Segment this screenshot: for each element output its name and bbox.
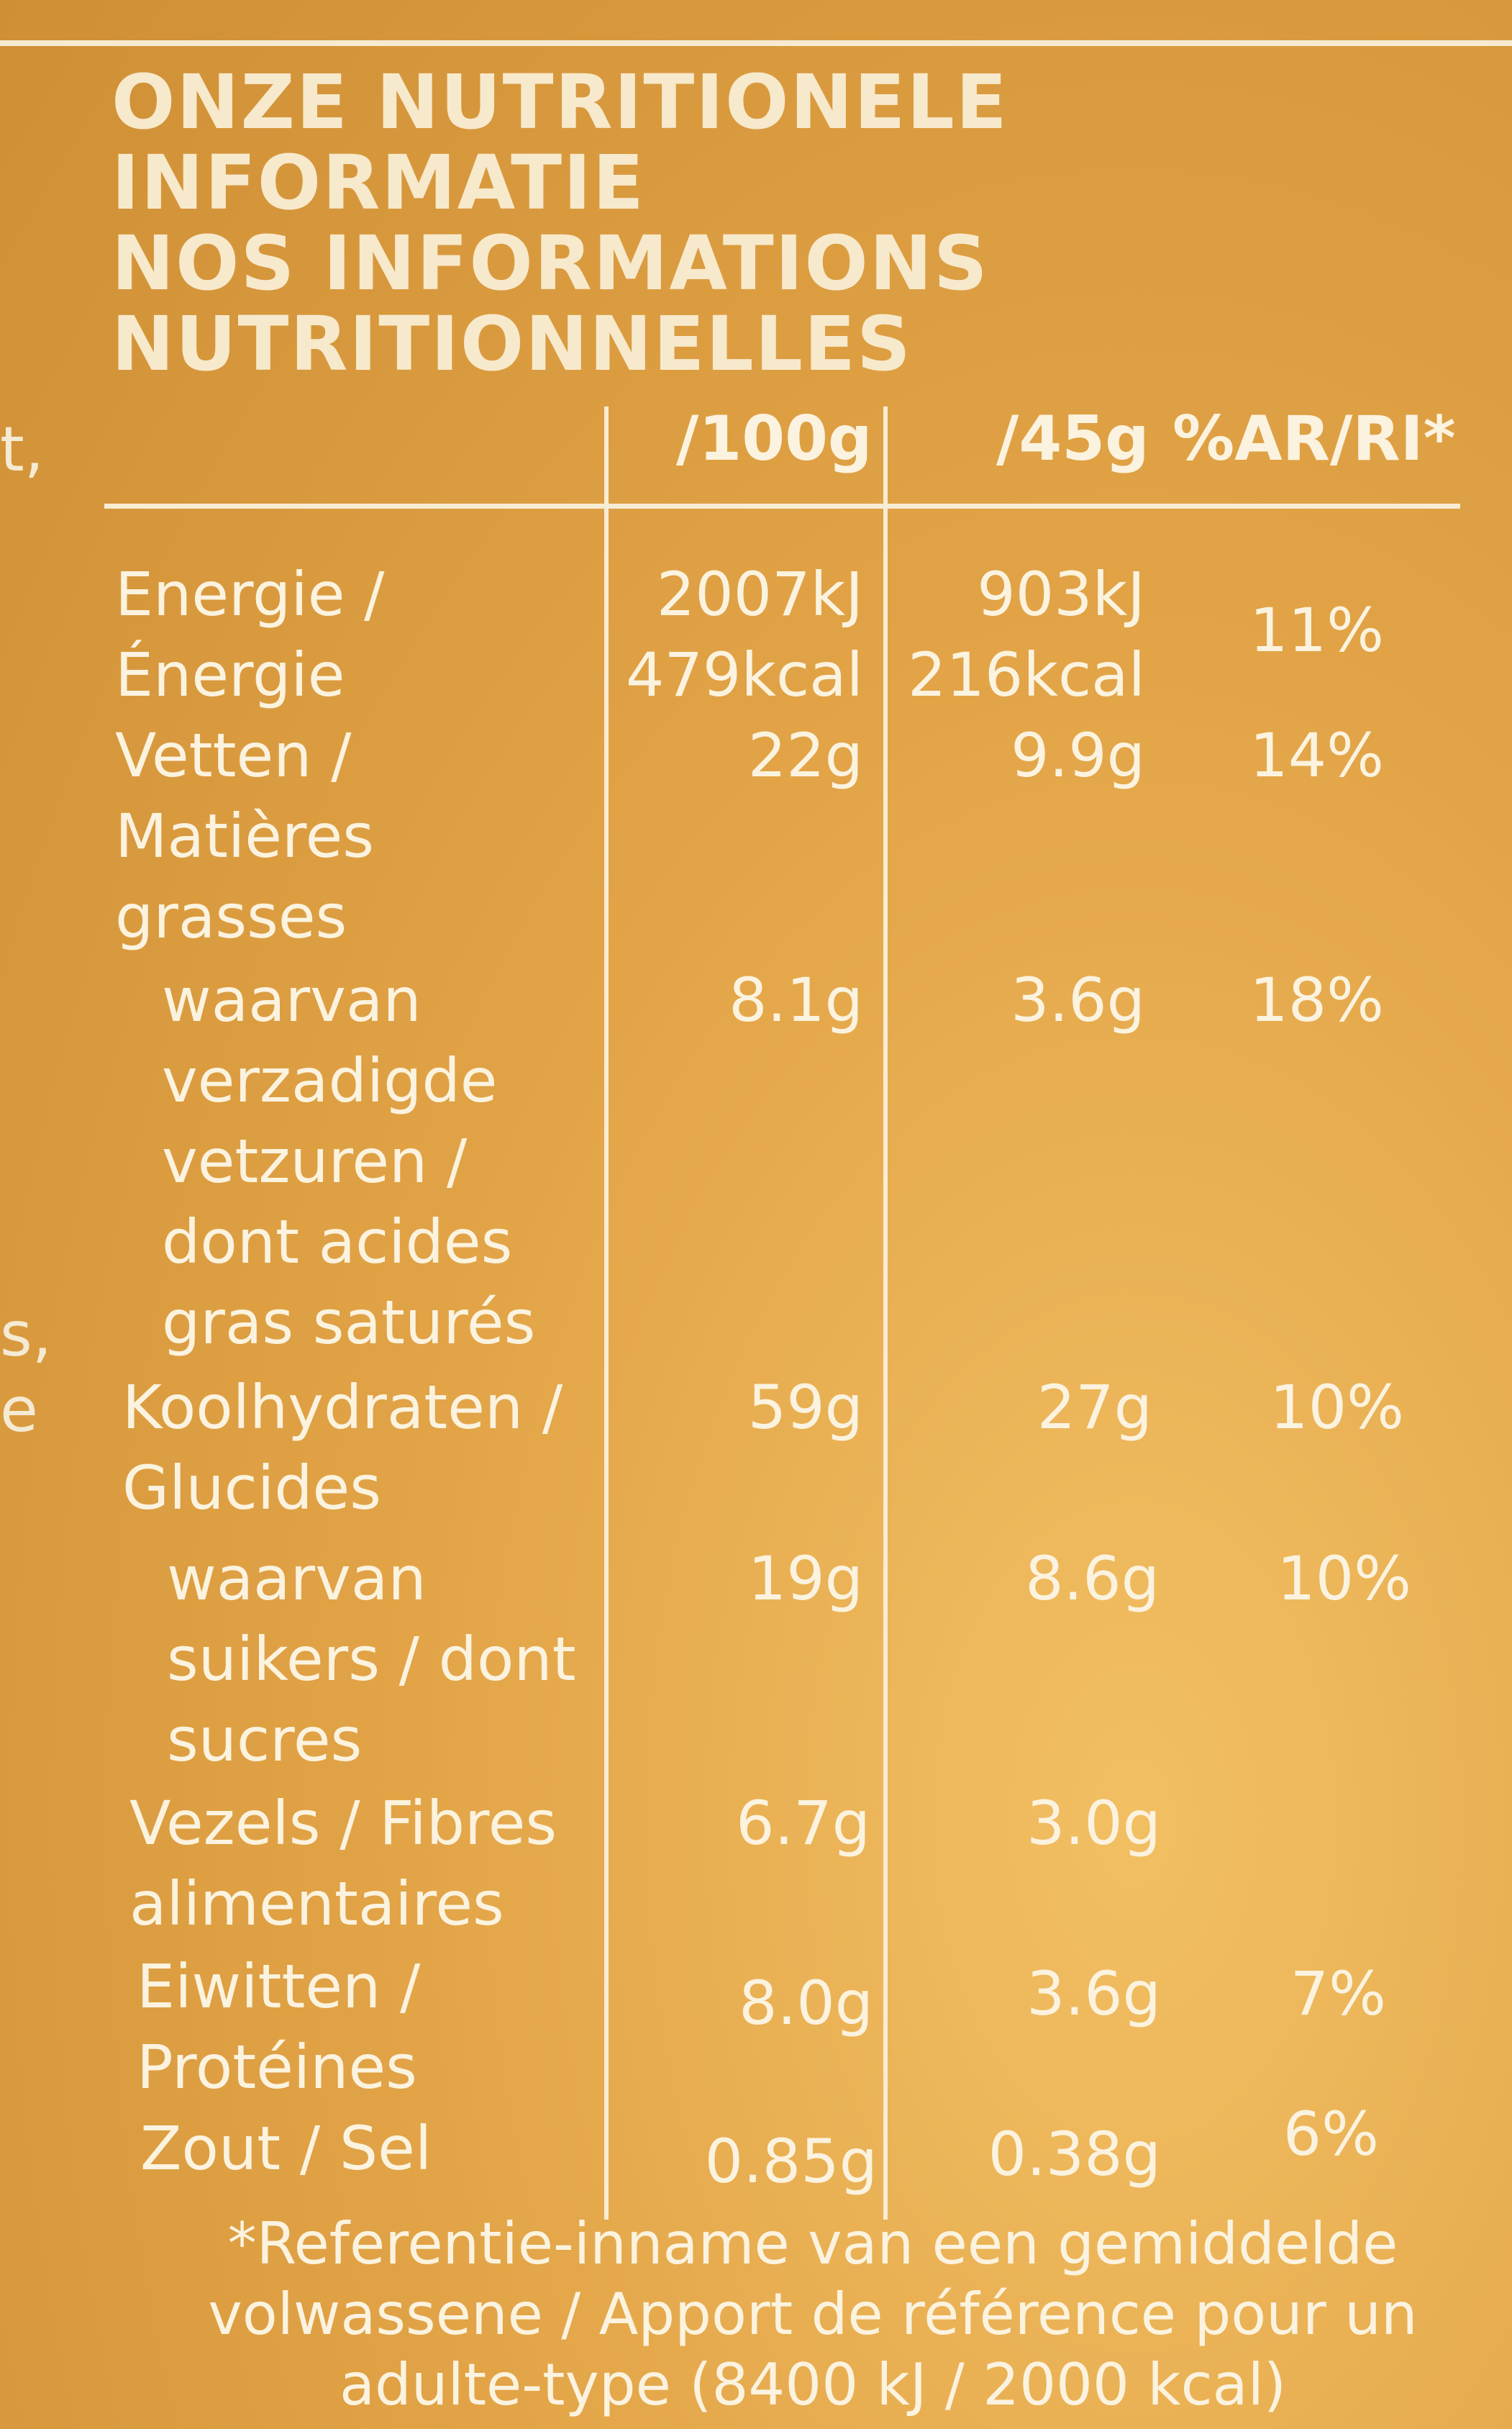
column-divider: [883, 407, 888, 2220]
energy-per100-kcal: 479kcal: [626, 640, 863, 710]
salt-per45: 0.38g: [988, 2119, 1161, 2189]
top-divider: [0, 40, 1512, 46]
protein-per45: 3.6g: [1026, 1958, 1161, 2029]
column-divider: [604, 407, 609, 2220]
header-divider: [104, 504, 1460, 509]
sugars-ri: 10%: [1277, 1543, 1411, 1614]
row-label-sugars: waarvan suikers / dont sucres: [167, 1543, 576, 1775]
carbohydrates-per45: 27g: [1037, 1372, 1152, 1443]
heading-line: ONZE NUTRITIONELE: [111, 58, 1008, 146]
protein-per100: 8.0g: [739, 1968, 873, 2038]
row-label-fibre: Vezels / Fibres alimentaires: [129, 1788, 557, 1939]
energy-per45-kj: 903kJ: [977, 559, 1145, 630]
fat-per45: 9.9g: [1011, 720, 1145, 791]
fibre-per100: 6.7g: [736, 1788, 870, 1858]
row-label-protein: Eiwitten / Protéines: [137, 1951, 421, 2102]
row-label-saturated: waarvan verzadigde vetzuren / dont acide…: [162, 965, 536, 1358]
column-header-ri: %AR/RI*: [1172, 403, 1456, 475]
saturated-ri: 18%: [1249, 965, 1384, 1035]
sugars-per100: 19g: [747, 1543, 863, 1614]
fibre-per45: 3.0g: [1026, 1788, 1161, 1858]
protein-ri: 7%: [1290, 1958, 1386, 2029]
fat-ri: 14%: [1249, 720, 1384, 791]
fat-per100: 22g: [747, 720, 863, 791]
row-label-fat: Vetten / Matières grasses: [115, 720, 375, 952]
edge-text: e: [0, 1374, 38, 1446]
column-header-per45g: /45g: [996, 403, 1149, 475]
carbohydrates-ri: 10%: [1270, 1372, 1404, 1443]
edge-text: t,: [0, 414, 45, 486]
saturated-per45: 3.6g: [1011, 965, 1145, 1035]
salt-per100: 0.85g: [704, 2126, 878, 2197]
heading-line: NOS INFORMATIONS: [111, 219, 989, 307]
panel-heading: ONZE NUTRITIONELE INFORMATIE NOS INFORMA…: [111, 62, 1190, 384]
row-label-energy: Energie / Énergie: [115, 559, 385, 710]
energy-per45-kcal: 216kcal: [908, 640, 1145, 710]
footnote: *Referentie-inname van een gemiddelde vo…: [208, 2210, 1418, 2418]
saturated-per100: 8.1g: [729, 965, 863, 1035]
heading-line: INFORMATIE: [111, 139, 645, 227]
energy-per100-kj: 2007kJ: [656, 559, 863, 630]
heading-line: NUTRITIONNELLES: [111, 300, 912, 388]
energy-ri: 11%: [1249, 595, 1384, 666]
edge-text: s,: [0, 1299, 53, 1371]
row-label-salt: Zout / Sel: [140, 2113, 432, 2184]
sugars-per45: 8.6g: [1025, 1543, 1160, 1614]
column-header-per100g: /100g: [676, 403, 873, 475]
carbohydrates-per100: 59g: [747, 1372, 863, 1443]
salt-ri: 6%: [1283, 2099, 1379, 2169]
row-label-carbohydrates: Koolhydraten / Glucides: [122, 1372, 563, 1523]
